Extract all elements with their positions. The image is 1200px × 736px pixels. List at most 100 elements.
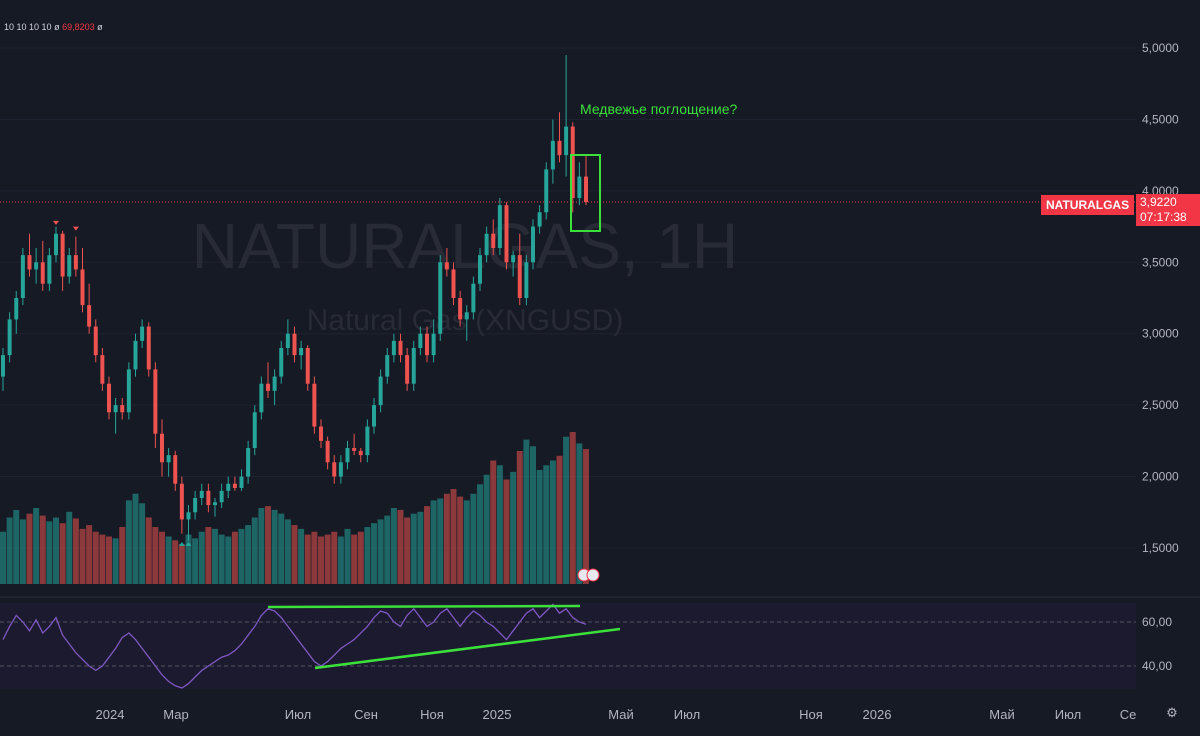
candle[interactable] bbox=[511, 250, 516, 277]
rsi-indicator[interactable]: 60,00 40,00 bbox=[0, 603, 1172, 689]
candle[interactable] bbox=[213, 498, 217, 517]
candle[interactable] bbox=[93, 319, 98, 363]
candle[interactable] bbox=[67, 248, 72, 284]
candle[interactable] bbox=[34, 248, 39, 284]
candle[interactable] bbox=[193, 490, 198, 520]
candle[interactable] bbox=[266, 362, 270, 398]
candle[interactable] bbox=[471, 276, 476, 320]
candle[interactable] bbox=[411, 340, 416, 391]
candle[interactable] bbox=[524, 255, 529, 306]
candle[interactable] bbox=[100, 348, 105, 391]
candle[interactable] bbox=[365, 419, 370, 463]
candle[interactable] bbox=[537, 205, 542, 234]
candle[interactable] bbox=[252, 405, 257, 456]
candle[interactable] bbox=[425, 326, 429, 363]
candle[interactable] bbox=[497, 198, 502, 256]
candle[interactable] bbox=[179, 476, 184, 534]
candle[interactable] bbox=[418, 326, 423, 356]
candle[interactable] bbox=[87, 283, 92, 334]
candle[interactable] bbox=[305, 345, 310, 391]
candle[interactable] bbox=[60, 230, 65, 291]
candle[interactable] bbox=[325, 436, 330, 470]
candle[interactable] bbox=[299, 340, 304, 370]
candle[interactable] bbox=[126, 362, 131, 420]
candle[interactable] bbox=[120, 398, 125, 420]
candle[interactable] bbox=[239, 469, 244, 491]
candle[interactable] bbox=[153, 362, 158, 448]
rsi-line[interactable] bbox=[2, 603, 587, 689]
indicator-legend[interactable]: 10 10 10 10 ø 69,8203 ø bbox=[4, 22, 103, 32]
candle[interactable] bbox=[484, 226, 489, 263]
candle[interactable] bbox=[226, 476, 231, 498]
candle[interactable] bbox=[451, 262, 456, 306]
candle[interactable] bbox=[332, 455, 337, 484]
candle[interactable] bbox=[279, 340, 284, 384]
candle[interactable] bbox=[550, 119, 555, 184]
candle[interactable] bbox=[544, 162, 549, 220]
candle[interactable] bbox=[160, 419, 164, 477]
candle[interactable] bbox=[372, 398, 376, 434]
candle[interactable] bbox=[352, 433, 357, 456]
candle[interactable] bbox=[557, 112, 562, 163]
candle[interactable] bbox=[246, 440, 251, 484]
candle[interactable] bbox=[1, 348, 5, 391]
candle[interactable] bbox=[173, 450, 178, 491]
candle[interactable] bbox=[232, 476, 237, 491]
settings-gear-icon[interactable]: ⚙ bbox=[1166, 705, 1178, 720]
candle[interactable] bbox=[47, 248, 52, 291]
candle[interactable] bbox=[199, 483, 204, 506]
candle[interactable] bbox=[272, 369, 277, 406]
candle[interactable] bbox=[438, 255, 443, 341]
candle[interactable] bbox=[570, 122, 575, 213]
candle[interactable] bbox=[7, 312, 12, 363]
candle[interactable] bbox=[166, 448, 171, 477]
candle[interactable] bbox=[398, 333, 403, 363]
candle[interactable] bbox=[478, 248, 482, 291]
rsi-support-trendline[interactable] bbox=[314, 627, 621, 670]
candle[interactable] bbox=[358, 448, 363, 463]
candle[interactable] bbox=[391, 333, 396, 363]
candle[interactable] bbox=[458, 290, 463, 327]
candle[interactable] bbox=[378, 369, 383, 413]
candle[interactable] bbox=[385, 348, 390, 384]
candle[interactable] bbox=[292, 326, 297, 363]
candle[interactable] bbox=[517, 233, 522, 306]
candles[interactable] bbox=[1, 55, 588, 541]
candle[interactable] bbox=[73, 236, 78, 277]
candle[interactable] bbox=[14, 290, 19, 334]
time-axis[interactable]: 2024 Мар Июл Сен Ноя 2025 Май Июл Ноя 2026 Май Июл С… bbox=[96, 707, 1137, 722]
rsi-resistance-trendline[interactable] bbox=[267, 604, 581, 609]
candle[interactable] bbox=[345, 440, 350, 470]
candle[interactable] bbox=[140, 319, 145, 348]
candle[interactable] bbox=[206, 483, 211, 513]
candle[interactable] bbox=[577, 162, 582, 206]
candle[interactable] bbox=[107, 376, 111, 420]
candle[interactable] bbox=[285, 319, 290, 356]
candle[interactable] bbox=[27, 233, 32, 277]
candle[interactable] bbox=[431, 319, 436, 363]
candle[interactable] bbox=[80, 248, 85, 313]
candle[interactable] bbox=[133, 333, 138, 377]
us-flag-icon[interactable] bbox=[586, 568, 600, 582]
candle[interactable] bbox=[464, 305, 469, 341]
candle[interactable] bbox=[338, 455, 343, 484]
candle[interactable] bbox=[491, 219, 496, 256]
candle[interactable] bbox=[312, 376, 317, 434]
price-axis[interactable]: 5,00004,50004,00003,50003,00002,50002,00… bbox=[1142, 41, 1179, 555]
candle[interactable] bbox=[40, 240, 45, 291]
candle[interactable] bbox=[113, 398, 118, 434]
highlight-rectangle[interactable] bbox=[570, 154, 601, 232]
candle[interactable] bbox=[531, 219, 535, 270]
candle[interactable] bbox=[20, 248, 25, 306]
annotation-text[interactable]: Медвежье поглощение? bbox=[580, 101, 738, 117]
candle[interactable] bbox=[444, 248, 449, 277]
event-flags[interactable] bbox=[577, 568, 600, 582]
candle[interactable] bbox=[186, 505, 191, 541]
candle[interactable] bbox=[564, 55, 569, 177]
candle[interactable] bbox=[405, 348, 410, 391]
candle[interactable] bbox=[259, 376, 264, 420]
candle[interactable] bbox=[219, 483, 224, 508]
candle[interactable] bbox=[319, 419, 323, 448]
